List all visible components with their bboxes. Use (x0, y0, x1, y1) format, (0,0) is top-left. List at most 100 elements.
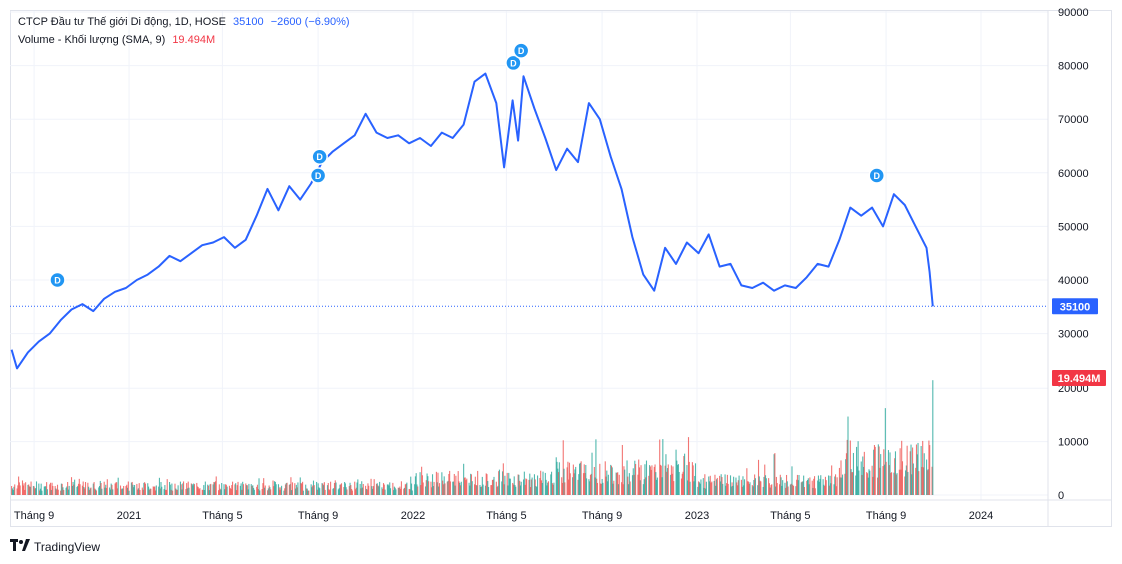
volume-bar (720, 474, 722, 495)
volume-bar (18, 476, 20, 495)
volume-bar (449, 481, 451, 495)
volume-bar (337, 489, 339, 495)
volume-bar (262, 483, 264, 495)
volume-bar (537, 475, 539, 495)
volume-bar (713, 480, 715, 495)
volume-bar (101, 488, 103, 495)
volume-bar (820, 475, 822, 495)
volume-bar (368, 485, 370, 495)
volume-bar (926, 459, 928, 495)
volume-bar (656, 477, 658, 495)
volume-bar (818, 481, 820, 495)
volume-bar (280, 487, 282, 495)
volume-bar (375, 483, 378, 495)
volume-bar (241, 489, 243, 495)
volume-bar (41, 490, 43, 495)
volume-bar (166, 479, 168, 495)
volume-bar (296, 487, 298, 495)
volume-bar (231, 485, 233, 495)
volume-bar (24, 489, 26, 495)
volume-bar (49, 482, 52, 495)
volume-bar (676, 460, 678, 495)
volume-bar (223, 484, 225, 495)
volume-bar (455, 475, 457, 495)
volume-bar (389, 488, 392, 495)
volume-bar (340, 483, 343, 495)
volume-bar (796, 479, 798, 495)
volume-bar (655, 472, 657, 495)
volume-bar (119, 485, 122, 495)
volume-bar (722, 483, 724, 495)
volume-bar (425, 480, 427, 495)
volume-bar (22, 485, 24, 495)
volume-bar (773, 454, 775, 495)
volume-bar (150, 488, 152, 495)
volume-bar (779, 474, 781, 495)
volume-bar (55, 488, 57, 495)
volume-bar (297, 482, 299, 495)
volume-bar (188, 487, 190, 495)
volume-bar (638, 467, 641, 495)
volume-bar (225, 484, 227, 495)
volume-bar (56, 484, 59, 495)
volume-bar (256, 486, 258, 495)
volume-bar (765, 478, 767, 495)
volume-bar (780, 477, 782, 495)
volume-bar (174, 483, 176, 495)
volume-bar (459, 482, 461, 495)
volume-bar (654, 464, 656, 495)
volume-bar (183, 481, 185, 495)
volume-bar (403, 488, 405, 495)
volume-bar (822, 479, 824, 495)
volume-bar (662, 439, 664, 495)
volume-bar (583, 464, 585, 495)
volume-bar (824, 485, 826, 495)
volume-bar (835, 486, 837, 495)
volume-bar (743, 479, 746, 495)
volume-bar (578, 474, 580, 495)
volume-bar (95, 489, 97, 495)
volume-bar (715, 485, 717, 495)
volume-bar (806, 479, 809, 495)
volume-bar (591, 452, 593, 495)
volume-bar (768, 483, 770, 495)
volume-bar (649, 466, 651, 495)
volume-bar (17, 485, 19, 495)
volume-bar (642, 484, 644, 495)
volume-bar (838, 467, 840, 495)
volume-bar (770, 485, 772, 495)
volume-bar (360, 488, 362, 495)
volume-bar (420, 485, 422, 495)
volume-bar (542, 471, 544, 495)
volume-bar (704, 474, 706, 495)
volume-bar (910, 444, 912, 495)
volume-bar (277, 484, 280, 495)
volume-bar (904, 476, 906, 495)
volume-bar (214, 482, 216, 495)
volume-bar (281, 485, 283, 495)
volume-bar (905, 470, 907, 495)
volume-bar (34, 488, 36, 495)
volume-bar (562, 440, 564, 495)
volume-bar (928, 440, 930, 495)
tradingview-logo[interactable]: TradingView (10, 539, 100, 554)
volume-bar (751, 485, 753, 495)
volume-bar (860, 461, 862, 495)
volume-bar (677, 464, 679, 495)
volume-bar (176, 489, 178, 495)
volume-bar (889, 452, 891, 495)
volume-bar (459, 485, 462, 495)
volume-bar (148, 489, 150, 495)
volume-bar (611, 467, 613, 495)
volume-bar (774, 453, 776, 495)
volume-bar (867, 477, 869, 495)
volume-bar (740, 479, 742, 495)
dividend-marker (512, 42, 530, 59)
volume-bar (901, 461, 904, 495)
volume-bar (752, 486, 754, 495)
volume-bar (463, 463, 465, 495)
volume-bar (863, 451, 865, 495)
volume-bar (201, 489, 203, 495)
volume-bar (789, 484, 791, 495)
